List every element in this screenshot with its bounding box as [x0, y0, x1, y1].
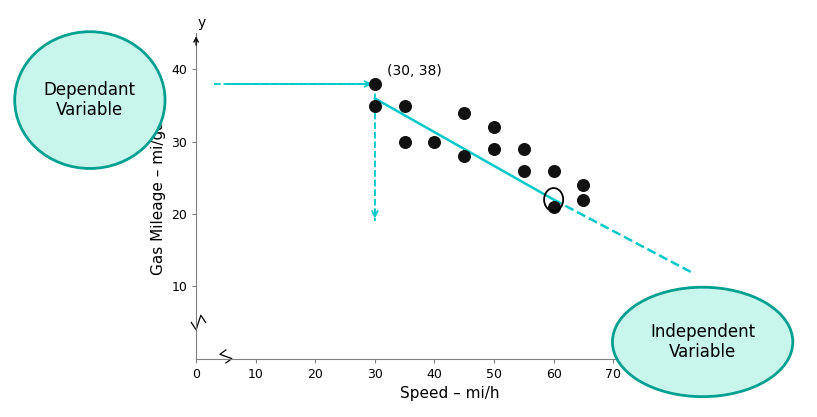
Text: Independent
Variable: Independent Variable: [650, 322, 755, 362]
Point: [488, 146, 501, 152]
Text: x: x: [712, 355, 720, 369]
Point: [488, 124, 501, 131]
Point: [577, 196, 590, 203]
Point: [368, 80, 382, 87]
Text: Dependant
Variable: Dependant Variable: [44, 80, 136, 120]
X-axis label: Speed – mi/h: Speed – mi/h: [400, 386, 499, 401]
Point: [577, 182, 590, 188]
Text: (30, 38): (30, 38): [386, 64, 441, 78]
Point: [547, 167, 560, 174]
Y-axis label: Gas Mileage – mi/gal: Gas Mileage – mi/gal: [150, 117, 166, 275]
Point: [398, 102, 411, 109]
Point: [547, 203, 560, 210]
Point: [398, 138, 411, 145]
Point: [517, 167, 530, 174]
Point: [517, 146, 530, 152]
Point: [458, 153, 471, 160]
Ellipse shape: [15, 32, 165, 168]
Point: [458, 110, 471, 116]
Point: [428, 138, 441, 145]
Ellipse shape: [613, 287, 792, 397]
Text: y: y: [198, 16, 206, 30]
Point: [368, 102, 382, 109]
